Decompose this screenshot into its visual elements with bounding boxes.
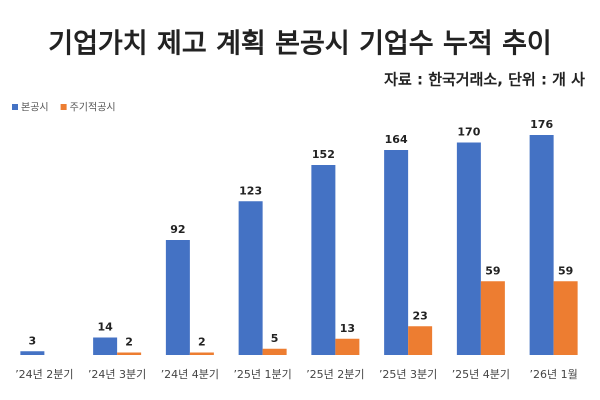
x-tick-label: ’24년 3분기 (88, 368, 146, 381)
x-tick-label: ’26년 1월 (530, 368, 578, 381)
bar (408, 326, 433, 355)
data-label: 92 (170, 223, 185, 236)
bar (165, 240, 190, 355)
legend-swatch (60, 104, 67, 110)
data-label: 123 (239, 184, 262, 197)
data-label: 59 (485, 264, 500, 277)
data-label: 3 (29, 334, 37, 347)
bar (553, 281, 578, 355)
x-tick-label: ’25년 2분기 (306, 368, 364, 381)
data-label: 176 (530, 118, 553, 131)
data-label: 5 (271, 332, 279, 345)
bar (529, 135, 554, 355)
bar (456, 142, 481, 355)
x-tick-label: ’25년 1분기 (233, 368, 291, 381)
bar (93, 337, 118, 355)
chart-subtitle: 자료 : 한국거래소, 단위 : 개 사 (384, 71, 585, 89)
bar (480, 281, 505, 355)
bar (117, 352, 142, 355)
bar (189, 352, 214, 355)
data-label: 23 (412, 309, 427, 322)
x-tick-label: ’24년 2분기 (15, 368, 73, 381)
x-tick-label: ’24년 4분기 (161, 368, 219, 381)
bar (20, 351, 45, 355)
data-label: 152 (312, 148, 335, 161)
bar (311, 165, 336, 355)
data-label: 59 (558, 264, 573, 277)
bar (384, 150, 409, 355)
legend-label: 본공시 (21, 102, 49, 114)
chart-title: 기업가치 제고 계획 본공시 기업수 누적 추이 (48, 29, 552, 60)
data-label: 2 (198, 336, 206, 349)
bar (238, 201, 263, 355)
data-label: 13 (340, 322, 355, 335)
data-label: 170 (457, 126, 480, 139)
legend-swatch (12, 104, 18, 110)
bar (262, 348, 287, 355)
data-label: 14 (97, 321, 113, 334)
x-tick-label: ’25년 4분기 (452, 368, 510, 381)
data-label: 164 (385, 133, 408, 146)
x-tick-label: ’25년 3분기 (379, 368, 437, 381)
bar (335, 338, 360, 355)
data-label: 2 (125, 336, 133, 349)
legend-label: 주기적공시 (70, 102, 116, 114)
